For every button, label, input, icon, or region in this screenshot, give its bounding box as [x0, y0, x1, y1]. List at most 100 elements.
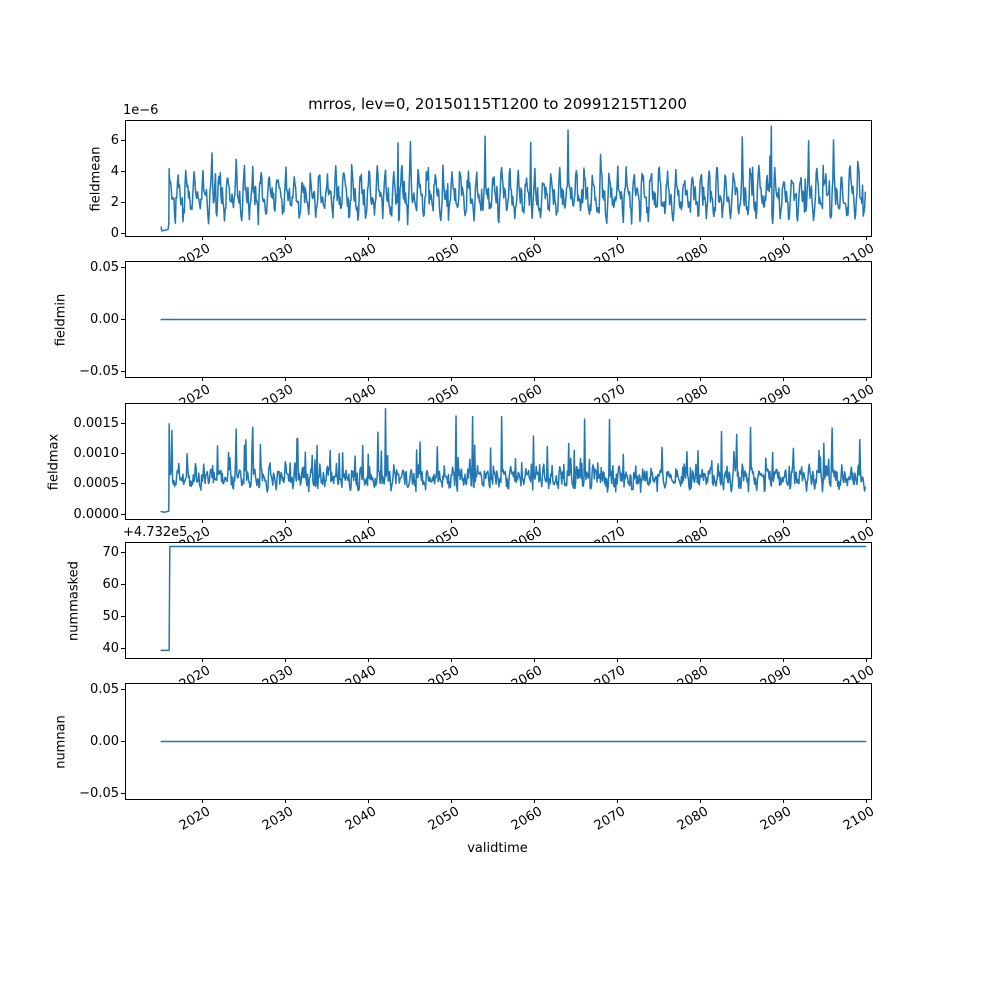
x-tick-mark [782, 236, 784, 240]
x-tick-label: 2070 [591, 804, 629, 834]
x-tick-mark [616, 799, 618, 803]
x-tick-label: 2060 [509, 804, 546, 834]
x-tick-mark [450, 519, 452, 523]
subplot-nummasked-axes: 40 50 60 70 2020 2030 2040 2050 2060 2070 2080 2090… [67, 525, 878, 693]
y-tick-label: 0.0010 [73, 446, 120, 462]
y-tick-label: −0.05 [79, 785, 119, 801]
y-axis-label-fieldmean: fieldmean [88, 146, 104, 211]
x-tick-mark [616, 658, 618, 662]
x-tick-mark [699, 236, 701, 240]
y-tick-label: 6 [110, 132, 119, 148]
y-tick-label: 0.0005 [73, 476, 120, 492]
axis-offset-text: +4.732e5 [123, 525, 188, 540]
y-tick-mark [121, 689, 125, 691]
x-tick-mark [616, 236, 618, 240]
x-tick-mark [699, 377, 701, 381]
x-tick-mark [865, 236, 867, 240]
x-tick-mark [284, 377, 286, 381]
y-tick-mark [121, 267, 125, 269]
y-axis-label-numnan: numnan [53, 714, 69, 769]
y-tick-label: 60 [102, 577, 119, 593]
chart-title: mrros, lev=0, 20150115T1200 to 20991215T… [308, 95, 687, 113]
subplot-fieldmax-axes: 0.0000 0.0005 0.0010 0.0015 2020 2030 2040 2050… [47, 403, 877, 554]
y-axis-label-fieldmax: fieldmax [46, 433, 62, 490]
numnan-line [160, 740, 867, 743]
y-tick-mark [121, 513, 125, 515]
y-axis-label-fieldmin: fieldmin [53, 293, 69, 346]
y-tick-mark [121, 483, 125, 485]
x-tick-mark [367, 519, 369, 523]
x-tick-mark [284, 658, 286, 662]
y-tick-label: 0.00 [90, 734, 119, 749]
x-tick-label: 2100 [840, 804, 878, 834]
subplot-numnan-axes: 0.05 0.00 −0.05 2020 2030 2040 2050 2060 2070 208… [54, 682, 878, 833]
y-tick-label: 0.0015 [73, 416, 120, 432]
axis-offset-text: 1e−6 [123, 103, 159, 118]
x-tick-mark [533, 519, 535, 523]
subplot-fieldmin-axes: 0.05 0.00 −0.05 2020 2030 2040 2050 2060 2070 208… [54, 260, 878, 411]
x-tick-mark [865, 658, 867, 662]
x-tick-mark [201, 658, 203, 662]
y-tick-label: 2 [110, 194, 119, 210]
x-tick-mark [284, 799, 286, 803]
y-tick-label: 40 [102, 640, 119, 656]
y-tick-label: 0.0000 [73, 506, 120, 522]
x-tick-mark [201, 377, 203, 381]
x-tick-label: 2050 [426, 804, 463, 834]
y-tick-mark [121, 453, 125, 455]
fieldmax-line [160, 408, 867, 513]
y-tick-mark [121, 615, 125, 617]
x-tick-mark [284, 519, 286, 523]
y-tick-mark [121, 647, 125, 649]
y-tick-mark [121, 552, 125, 554]
x-tick-mark [865, 377, 867, 381]
x-tick-mark [782, 799, 784, 803]
x-tick-mark [367, 377, 369, 381]
x-tick-mark [782, 658, 784, 662]
y-tick-label: 50 [102, 608, 119, 624]
y-tick-mark [121, 741, 125, 742]
y-tick-label: 0.05 [90, 260, 119, 276]
x-tick-mark [201, 236, 203, 240]
y-axis-label-nummasked: nummasked [66, 560, 82, 641]
y-tick-label: 70 [102, 545, 119, 561]
x-tick-mark [699, 658, 701, 662]
x-tick-label: 2020 [177, 804, 214, 834]
y-tick-label: 0 [110, 225, 119, 241]
x-tick-label: 2030 [260, 804, 297, 834]
y-tick-mark [121, 170, 125, 172]
x-tick-label: 2080 [674, 804, 712, 834]
y-tick-mark [121, 319, 125, 320]
x-tick-mark [201, 519, 203, 523]
x-tick-mark [533, 236, 535, 240]
fieldmean-line [160, 125, 867, 232]
x-tick-mark [865, 519, 867, 523]
x-tick-mark [699, 519, 701, 523]
x-tick-mark [865, 799, 867, 803]
x-tick-mark [616, 519, 618, 523]
x-axis-label: validtime [467, 841, 528, 856]
x-tick-mark [533, 799, 535, 803]
nummasked-line [160, 545, 867, 652]
x-tick-mark [450, 799, 452, 803]
y-tick-label: 0.00 [90, 312, 119, 327]
x-tick-mark [699, 799, 701, 803]
x-tick-label: 2090 [757, 804, 795, 834]
x-tick-mark [367, 236, 369, 240]
x-tick-label: 2040 [343, 804, 380, 834]
y-tick-mark [121, 232, 125, 234]
x-tick-mark [450, 236, 452, 240]
subplot-fieldmean-axes: 0 2 4 6 2020 2030 2040 2050 2060 2070 2080 2090 2100… [89, 103, 878, 271]
x-tick-mark [367, 799, 369, 803]
fieldmin-line [160, 318, 867, 321]
y-tick-mark [121, 370, 125, 372]
x-tick-mark [616, 377, 618, 381]
y-tick-mark [121, 584, 125, 586]
y-tick-mark [121, 792, 125, 794]
y-tick-label: 0.05 [90, 682, 119, 698]
x-tick-mark [533, 658, 535, 662]
x-tick-mark [450, 377, 452, 381]
x-tick-mark [450, 658, 452, 662]
x-tick-mark [284, 236, 286, 240]
